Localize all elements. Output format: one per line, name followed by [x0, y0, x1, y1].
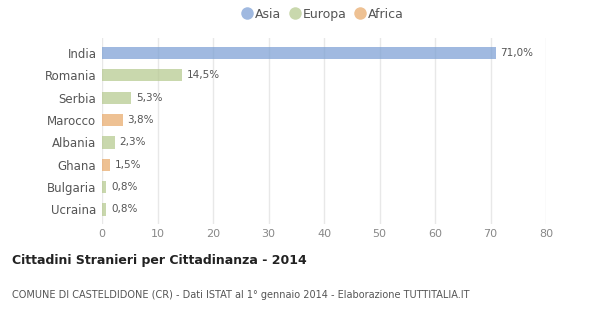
Text: 0,8%: 0,8%	[111, 182, 137, 192]
Bar	[102, 69, 182, 82]
Text: 1,5%: 1,5%	[115, 160, 141, 170]
Bar	[102, 136, 115, 148]
Text: 2,3%: 2,3%	[119, 137, 146, 148]
Bar	[102, 114, 123, 126]
Text: 3,8%: 3,8%	[128, 115, 154, 125]
Bar	[102, 47, 496, 59]
Bar	[102, 92, 131, 104]
Text: 71,0%: 71,0%	[500, 48, 533, 58]
Text: COMUNE DI CASTELDIDONE (CR) - Dati ISTAT al 1° gennaio 2014 - Elaborazione TUTTI: COMUNE DI CASTELDIDONE (CR) - Dati ISTAT…	[12, 290, 470, 300]
Text: 0,8%: 0,8%	[111, 204, 137, 214]
Bar	[102, 181, 106, 193]
Bar	[102, 203, 106, 216]
Text: Cittadini Stranieri per Cittadinanza - 2014: Cittadini Stranieri per Cittadinanza - 2…	[12, 254, 307, 267]
Bar	[102, 159, 110, 171]
Legend: Asia, Europa, Africa: Asia, Europa, Africa	[241, 4, 407, 24]
Text: 14,5%: 14,5%	[187, 70, 220, 80]
Text: 5,3%: 5,3%	[136, 93, 163, 103]
